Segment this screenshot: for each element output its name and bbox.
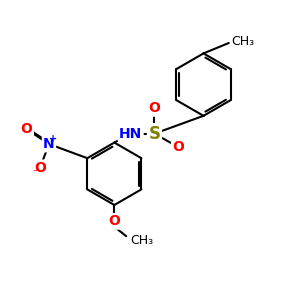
Text: O: O <box>108 214 120 228</box>
Text: O: O <box>21 122 33 136</box>
Text: HN: HN <box>119 127 142 141</box>
Text: S: S <box>148 125 160 143</box>
Text: +: + <box>49 134 58 144</box>
Text: O: O <box>172 140 184 154</box>
Text: ⁻: ⁻ <box>33 168 38 178</box>
Text: CH₃: CH₃ <box>131 234 154 247</box>
Text: O: O <box>148 101 160 116</box>
Text: CH₃: CH₃ <box>232 35 255 48</box>
Text: N: N <box>43 137 55 151</box>
Text: O: O <box>34 161 46 175</box>
